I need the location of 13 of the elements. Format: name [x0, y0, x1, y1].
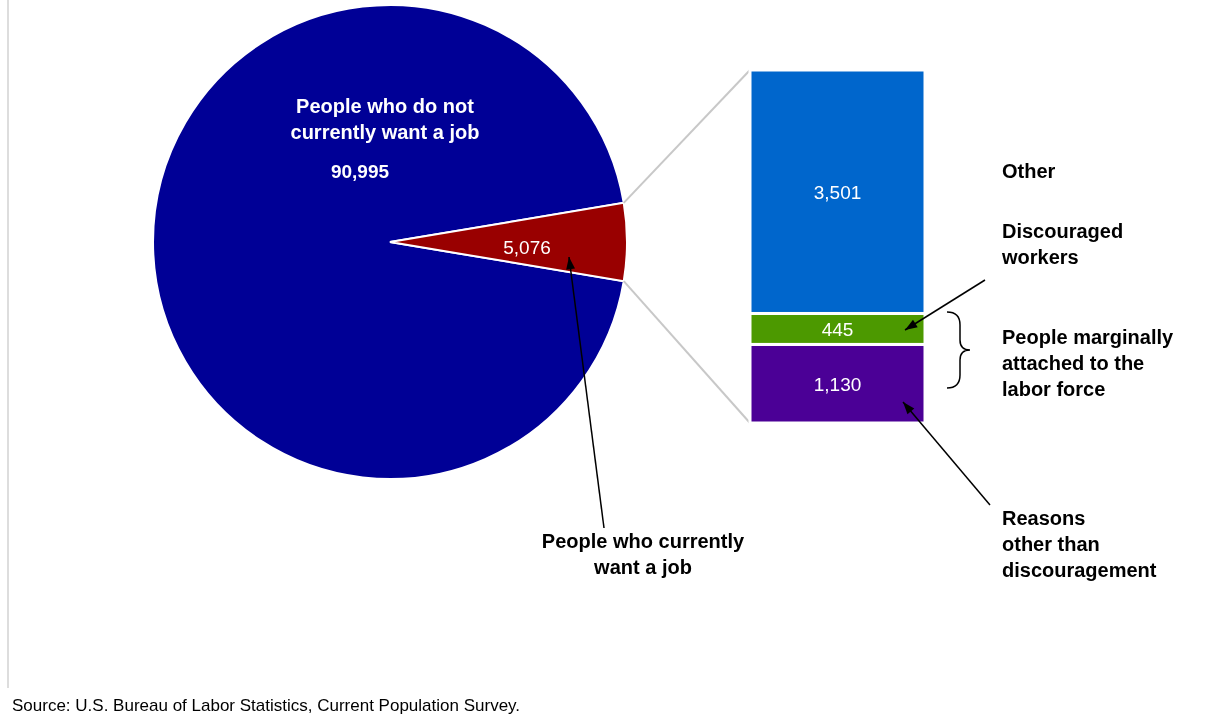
data-label: 5,076 [503, 237, 551, 258]
data-label: 445 [821, 318, 854, 340]
slice-label: People who do not currently want a job [290, 95, 480, 143]
pie-slice [152, 4, 625, 480]
source-note: Source: U.S. Bureau of Labor Statistics, Current Population Survey. [12, 696, 521, 715]
slice-label: People who currently want a job [541, 530, 746, 578]
text: Reasons other than discouragement [1002, 507, 1157, 581]
text: Other [1002, 160, 1056, 182]
text: People marginally attached to the labor force [1002, 326, 1175, 400]
text: Discouraged workers [1001, 220, 1124, 268]
data-label: 3,501 [813, 181, 862, 203]
data-label: 1,130 [813, 373, 862, 395]
data-label: 90,995 [330, 161, 390, 182]
